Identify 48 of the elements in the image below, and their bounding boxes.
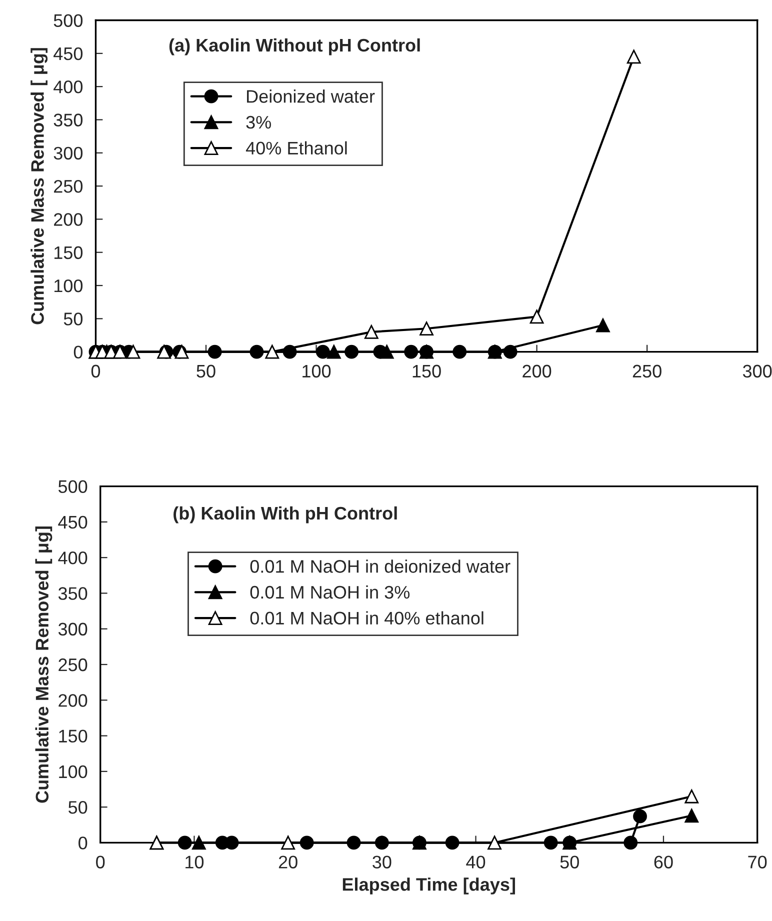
y-tick-label: 100 (54, 279, 83, 292)
legend-label: 0.01 M NaOH in 3% (250, 585, 410, 599)
y-axis-title: Cumulative Mass Removed [ μg] (30, 48, 48, 324)
y-tick-label: 250 (54, 180, 83, 193)
legend-label: Deionized water (247, 90, 375, 103)
y-tick-label: 300 (58, 622, 88, 636)
y-tick-label: 50 (68, 801, 88, 814)
x-tick-label: 250 (632, 364, 662, 378)
x-tick-label: 40 (466, 856, 486, 868)
y-tick-label: 0 (78, 836, 88, 850)
x-axis-title: Elapsed Time [days] (342, 878, 515, 894)
x-tick-label: 0 (96, 856, 105, 868)
x-tick-label: 300 (742, 364, 772, 378)
y-axis-title: Cumulative Mass Removed [ μg] (35, 526, 52, 803)
y-tick-label: 400 (54, 80, 83, 94)
x-tick-label: 30 (372, 856, 392, 868)
legend-label: 0.01 M NaOH in deionized water (250, 560, 510, 573)
x-tick-label: 70 (748, 856, 767, 868)
y-tick-label: 150 (59, 730, 88, 743)
x-tick-label: 150 (412, 364, 441, 378)
y-tick-label: 50 (64, 312, 83, 326)
y-tick-label: 500 (58, 480, 88, 494)
y-tick-label: 100 (59, 765, 88, 778)
y-tick-label: 150 (54, 246, 83, 260)
x-tick-label: 50 (560, 856, 579, 868)
y-tick-label: 500 (54, 14, 83, 27)
y-tick-label: 0 (74, 346, 83, 359)
x-tick-label: 10 (186, 856, 204, 868)
x-tick-label: 100 (302, 364, 331, 378)
y-tick-label: 450 (58, 516, 88, 529)
x-tick-label: 50 (196, 364, 216, 378)
y-tick-label: 200 (54, 213, 83, 226)
y-tick-label: 450 (54, 47, 83, 60)
legend-label: 40% Ethanol (246, 141, 347, 155)
x-tick-label: 200 (522, 364, 552, 378)
y-tick-label: 300 (54, 146, 83, 160)
y-tick-label: 350 (58, 587, 88, 600)
text: (b) Kaolin With pH Control (174, 506, 397, 524)
x-tick-label: 60 (654, 856, 673, 868)
y-tick-label: 200 (58, 694, 88, 707)
y-tick-label: 250 (58, 658, 88, 672)
x-tick-label: 20 (278, 856, 298, 868)
legend-label: 3% (246, 116, 271, 129)
y-tick-label: 350 (54, 114, 83, 126)
y-tick-label: 400 (58, 552, 88, 564)
x-tick-label: 0 (91, 364, 100, 378)
legend-label: 0.01 M NaOH in 40% ethanol (250, 611, 484, 625)
text: (a) Kaolin Without pH Control (169, 38, 420, 56)
